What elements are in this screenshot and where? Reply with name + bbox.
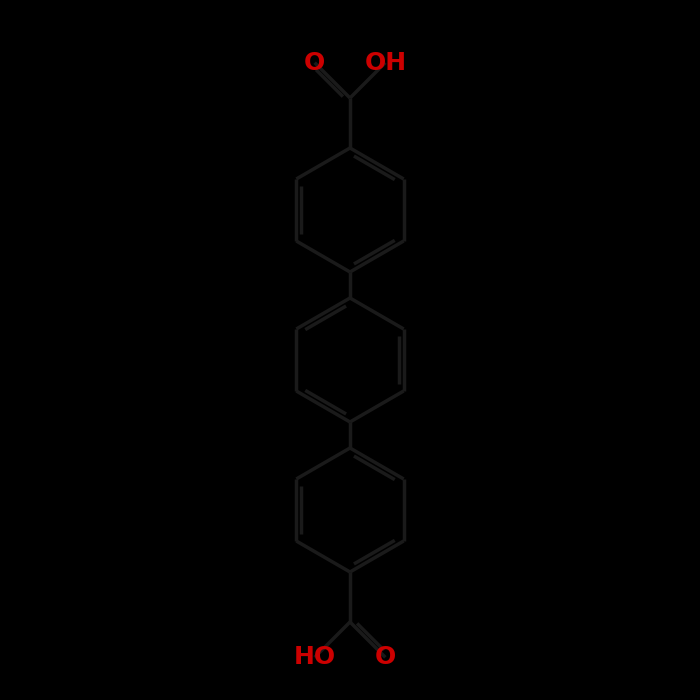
Text: O: O bbox=[304, 50, 326, 75]
Text: OH: OH bbox=[364, 50, 407, 75]
Text: O: O bbox=[374, 645, 396, 669]
Text: HO: HO bbox=[293, 645, 336, 669]
